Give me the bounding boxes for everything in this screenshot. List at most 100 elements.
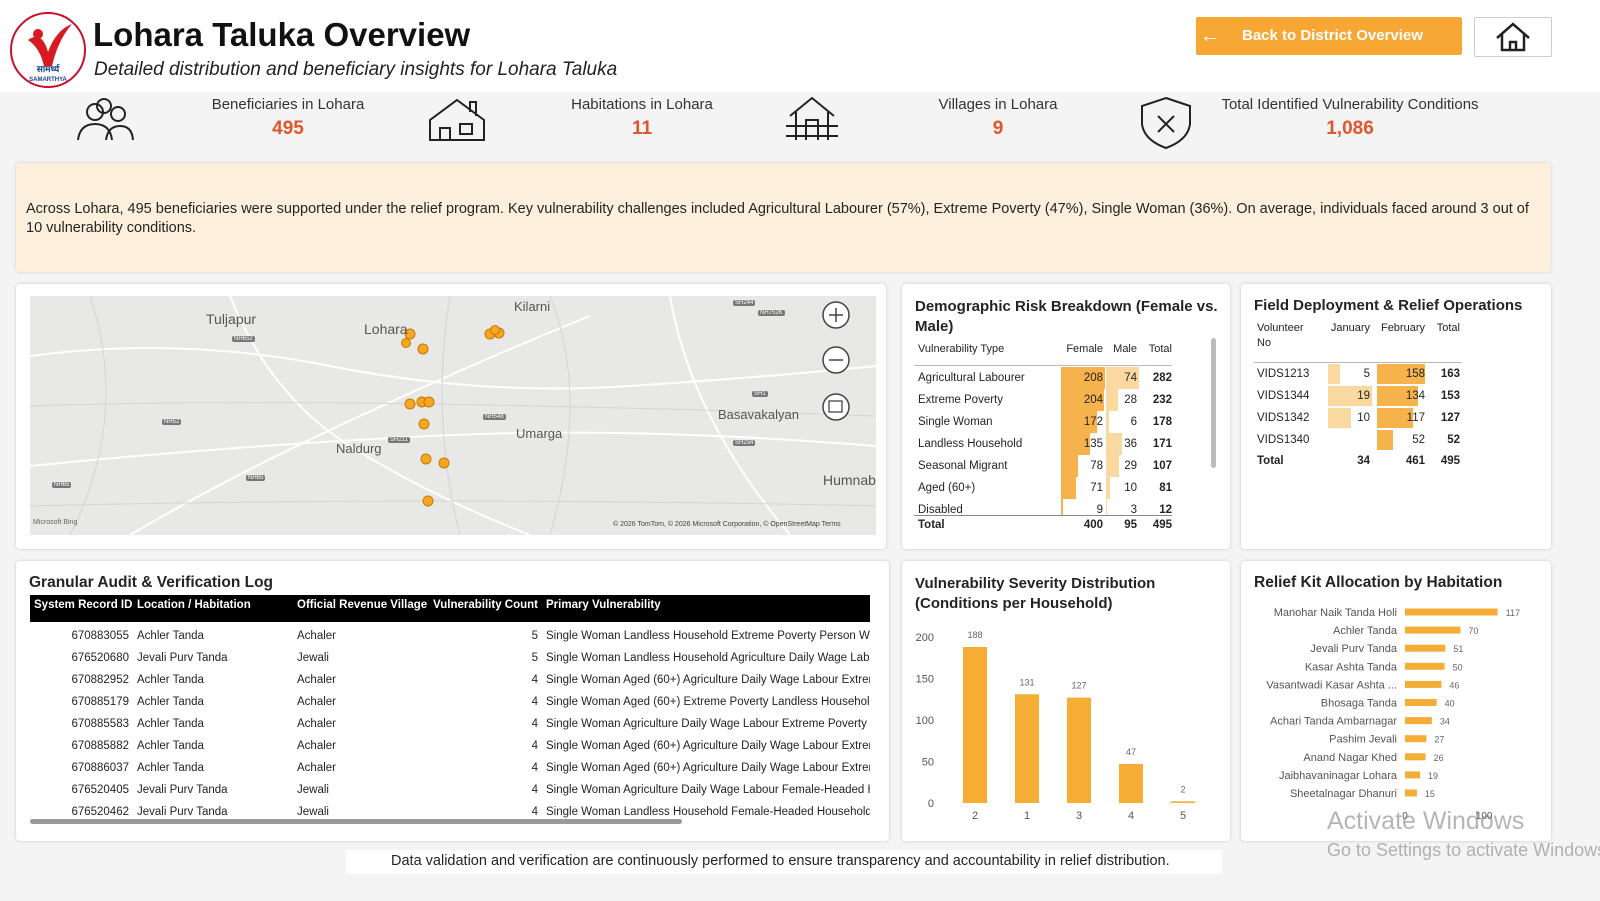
- table-cell: Jewali: [297, 806, 329, 818]
- severity-panel: [902, 561, 1230, 841]
- table-cell: 208: [1083, 372, 1103, 384]
- table-cell: VIDS1344: [1257, 390, 1310, 402]
- map-place: Naldurg: [336, 441, 382, 456]
- table-cell: Single Woman Agriculture Daily Wage Labo…: [546, 784, 870, 796]
- table-cell: Achaler: [297, 674, 336, 686]
- table-cell: 670885882: [71, 740, 129, 752]
- map-provider: Microsoft Bing: [33, 519, 78, 526]
- table-cell: Single Woman Landless Household Extreme …: [546, 630, 870, 642]
- table-cell: 135: [1083, 438, 1103, 450]
- table-cell: 5: [1363, 368, 1370, 380]
- total-cell: Total: [1257, 455, 1284, 467]
- road-label: NH752K: [758, 310, 785, 316]
- page-title: Lohara Taluka Overview: [93, 16, 471, 53]
- table-cell: 4: [531, 784, 538, 796]
- footer-text: Data validation and verification are con…: [391, 853, 1170, 869]
- data-bar: [1061, 367, 1105, 389]
- home-button[interactable]: [1474, 17, 1552, 57]
- footer-bg: [346, 850, 1222, 874]
- road-label: NH652: [232, 336, 255, 342]
- data-bar: [1106, 455, 1119, 477]
- data-bar: [1377, 408, 1413, 428]
- back-button[interactable]: ← Back to District Overview: [1196, 17, 1462, 55]
- table-cell: 71: [1090, 482, 1103, 494]
- table-cell: Single Woman Aged (60+) Agriculture Dail…: [546, 762, 870, 774]
- total-cell: 495: [1440, 455, 1460, 467]
- kpi-label: Habitations in Lohara: [571, 96, 713, 113]
- data-bar: [1061, 389, 1105, 411]
- table-cell: 4: [531, 674, 538, 686]
- rows-clip: Agricultural Labourer 208 74 282 Extreme Pov…: [905, 366, 1205, 515]
- scrollbar[interactable]: [1211, 338, 1216, 468]
- map-place: Humnab: [823, 472, 876, 488]
- data-bar: [1061, 455, 1078, 477]
- table-cell: 676520462: [71, 806, 129, 818]
- data-bar: [1106, 389, 1119, 411]
- map[interactable]: [30, 296, 876, 535]
- data-bar: [1106, 499, 1108, 515]
- column-header: Vulnerability Type: [918, 343, 1005, 355]
- page-subtitle: Detailed distribution and beneficiary in…: [94, 59, 618, 80]
- table-cell: 29: [1124, 460, 1137, 472]
- table-cell: 282: [1152, 372, 1172, 384]
- table-cell: VIDS1213: [1257, 368, 1310, 380]
- data-bar: [1106, 411, 1109, 433]
- road-label: NH65: [52, 482, 72, 488]
- table-cell: 670883055: [71, 630, 129, 642]
- map-place: Basavakalyan: [718, 407, 799, 422]
- summary-panel: Across Lohara, 495 beneficiaries were su…: [16, 163, 1551, 272]
- map-attribution: © 2026 TomTom, © 2026 Microsoft Corporat…: [613, 521, 841, 528]
- table-cell: 52: [1412, 434, 1425, 446]
- data-bar: [1106, 433, 1123, 455]
- column-header: Male: [1113, 343, 1137, 355]
- road-label: SH211: [388, 437, 410, 443]
- table-cell: 163: [1440, 368, 1460, 380]
- column-header: February: [1380, 322, 1425, 334]
- column-header: January: [1330, 322, 1370, 334]
- table-cell: 670885583: [71, 718, 129, 730]
- map-place: Tuljapur: [206, 311, 257, 327]
- table-cell: 107: [1152, 460, 1172, 472]
- data-bar: [1328, 386, 1372, 406]
- summary-text: Across Lohara, 495 beneficiaries were su…: [26, 201, 1529, 236]
- data-bar: [1377, 386, 1418, 406]
- table-cell: 676520680: [71, 652, 129, 664]
- data-bar: [1377, 430, 1393, 450]
- data-bar: [1106, 367, 1139, 389]
- table-cell: 6: [1130, 416, 1137, 428]
- scrollbar[interactable]: [30, 819, 682, 824]
- total-cell: 95: [1124, 519, 1137, 531]
- table-cell: 52: [1447, 434, 1460, 446]
- table-cell: Jewali: [297, 784, 329, 796]
- button-label: Back to District Overview: [1242, 27, 1423, 44]
- total-cell: 461: [1405, 455, 1425, 467]
- table-cell: Single Woman Aged (60+) Agriculture Dail…: [546, 740, 870, 752]
- road-label: NH52: [162, 419, 182, 425]
- logo: सामर्थ्य SAMARTHYA: [10, 12, 86, 88]
- kpi-label: Beneficiaries in Lohara: [211, 96, 365, 113]
- table-cell: Jevali Purv Tanda: [137, 784, 228, 796]
- total-cell: 34: [1357, 455, 1370, 467]
- data-bar: [1106, 477, 1111, 499]
- kpi-label: Villages in Lohara: [938, 96, 1058, 113]
- table-cell: Jevali Purv Tanda: [137, 806, 228, 818]
- column-header: Total: [1436, 322, 1460, 334]
- table-cell: Achaler: [297, 762, 336, 774]
- header-rule: [914, 365, 1172, 366]
- table-cell: 117: [1406, 412, 1425, 424]
- data-bar: [1061, 499, 1063, 515]
- audit-header-bg: [30, 595, 870, 622]
- data-bar: [1061, 411, 1098, 433]
- table-cell: 10: [1357, 412, 1370, 424]
- table-cell: Extreme Poverty: [918, 394, 1003, 406]
- road-label: SH1: [752, 391, 768, 397]
- column-header: Vulnerability Count: [433, 599, 538, 611]
- table-cell: 204: [1083, 394, 1103, 406]
- table-cell: Aged (60+): [918, 482, 976, 494]
- road-label: NH65: [246, 475, 266, 481]
- table-cell: 5: [531, 652, 538, 664]
- watermark: Go to Settings to activate Windows.: [1327, 840, 1600, 860]
- table-cell: 232: [1152, 394, 1172, 406]
- table-cell: Jevali Purv Tanda: [137, 652, 228, 664]
- table-cell: 4: [531, 740, 538, 752]
